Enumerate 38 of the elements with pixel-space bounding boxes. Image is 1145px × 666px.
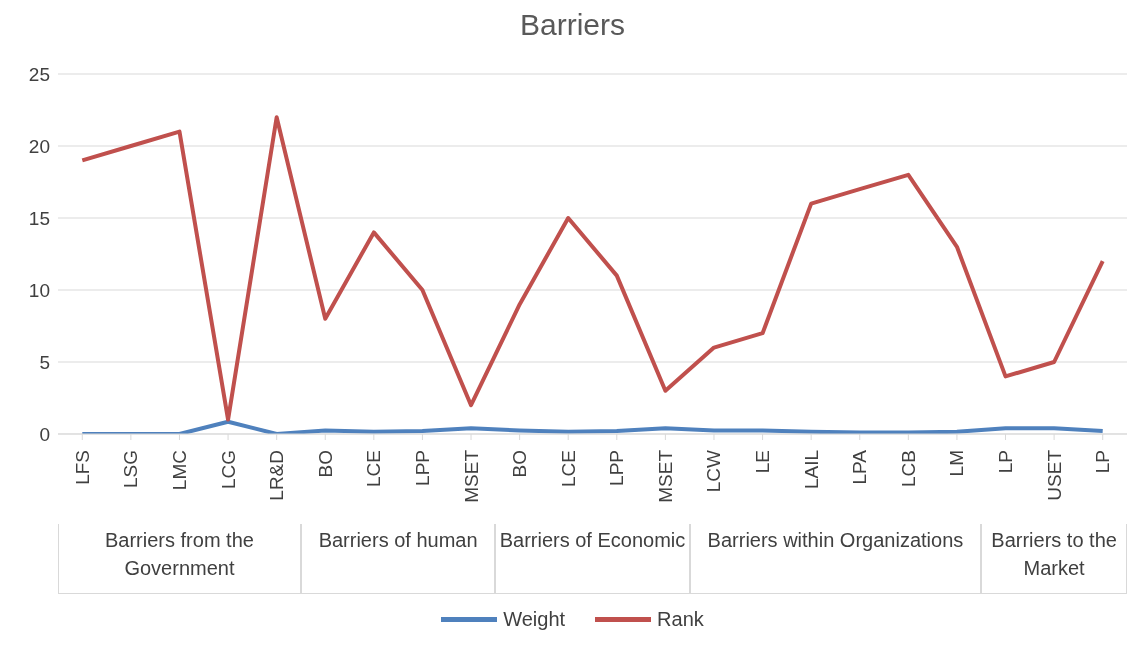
legend-label: Rank bbox=[657, 608, 704, 631]
x-tick-label: LSG bbox=[120, 450, 142, 489]
legend-label: Weight bbox=[503, 608, 566, 631]
x-tick-label: LCG bbox=[217, 450, 239, 490]
text: Barriers within Organizations bbox=[689, 524, 982, 594]
x-tick-label: LPA bbox=[849, 449, 871, 485]
line-series bbox=[80, 419, 1105, 434]
x-tick-label: MSET bbox=[460, 449, 482, 503]
y-tick-label: 5 bbox=[39, 351, 50, 373]
text: Barriers of human bbox=[300, 524, 496, 594]
x-tick-label: LM bbox=[946, 450, 968, 477]
text: Barriers of Economic bbox=[495, 524, 690, 594]
x-tick-label: LE bbox=[752, 450, 774, 474]
x-tick-label: LR&D bbox=[266, 450, 288, 501]
x-tick-label: BO bbox=[314, 450, 336, 478]
x-tick-label: LAIL bbox=[800, 450, 822, 490]
line-series bbox=[80, 115, 1105, 422]
x-tick-label: LP bbox=[995, 450, 1017, 474]
x-tick-label: LCE bbox=[557, 450, 579, 487]
x-tick-label: LMC bbox=[168, 450, 190, 491]
x-tick-label: LPP bbox=[411, 450, 433, 486]
y-tick-label: 15 bbox=[28, 207, 50, 229]
x-tick-label: LP bbox=[1092, 450, 1114, 474]
x-tick-label: LCW bbox=[703, 449, 725, 493]
x-tick-label: BO bbox=[509, 450, 531, 478]
x-tick-label: LFS bbox=[71, 450, 93, 485]
x-tick-label: MSET bbox=[654, 449, 676, 503]
text: Barriers from the Government bbox=[58, 524, 301, 594]
x-tick-label: LPP bbox=[606, 450, 628, 486]
y-tick-label: 10 bbox=[28, 279, 50, 301]
chart-title: Barriers bbox=[519, 8, 626, 43]
x-tick-label: LCE bbox=[363, 450, 385, 487]
x-tick-label: USET bbox=[1043, 449, 1065, 501]
y-tick-label: 0 bbox=[39, 423, 50, 445]
text: Barriers to the Market bbox=[981, 524, 1127, 594]
x-tick-label: LCB bbox=[897, 450, 919, 487]
y-tick-label: 25 bbox=[28, 63, 50, 85]
y-tick-label: 20 bbox=[28, 135, 50, 157]
